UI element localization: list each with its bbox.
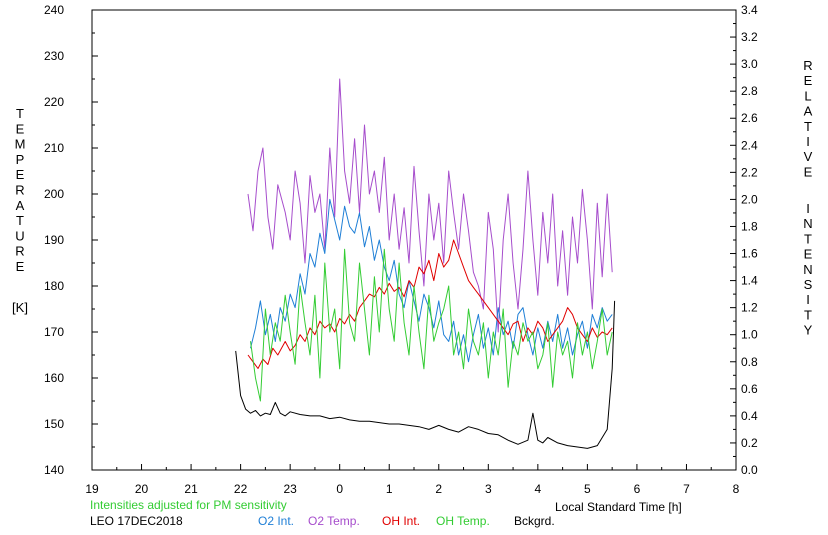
right-axis-label-letter: I [806, 134, 810, 149]
left-axis-label-letter: E [16, 121, 25, 136]
right-axis-label-letter: E [804, 247, 813, 262]
left-axis-label-letter: E [16, 259, 25, 274]
right-axis-label-letter: V [804, 149, 813, 164]
legend-oh-int: OH Int. [382, 514, 421, 528]
left-axis-label-letter: M [15, 137, 26, 152]
right-tick-label: 3.2 [741, 30, 758, 44]
right-tick-label: 0.0 [741, 463, 758, 477]
right-tick-label: 2.0 [741, 192, 758, 206]
left-tick-label: 160 [44, 371, 64, 385]
station-label: LEO 17DEC2018 [90, 514, 183, 528]
right-tick-label: 2.8 [741, 84, 758, 98]
right-axis-label-letter: L [804, 88, 811, 103]
right-tick-label: 1.8 [741, 219, 758, 233]
right-axis-label-letter: S [804, 277, 813, 292]
series-line-bckgrd [235, 300, 616, 449]
left-axis-tick-labels: 140 150 160 170 180 190 200 210 220 230 240 [44, 3, 64, 477]
left-tick-label: 230 [44, 49, 64, 63]
left-tick-label: 210 [44, 141, 64, 155]
left-axis-label-letter: E [16, 167, 25, 182]
left-axis-label-letter: P [16, 152, 25, 167]
series-line-oh-temp [250, 248, 613, 402]
right-axis-label-letter: I [806, 292, 810, 307]
x-tick-label: 8 [733, 482, 740, 496]
right-axis-label-letter: N [803, 216, 812, 231]
x-tick-label: 0 [336, 482, 343, 496]
right-axis-label-letter: T [804, 307, 812, 322]
right-axis-label-letter: Y [804, 323, 813, 338]
left-axis-label-letter: R [15, 244, 24, 259]
left-axis-label-letter: U [15, 228, 24, 243]
x-tick-label: 5 [584, 482, 591, 496]
right-tick-label: 1.6 [741, 247, 758, 261]
sensitivity-note: Intensities adjusted for PM sensitivity [90, 498, 287, 512]
right-tick-label: 0.4 [741, 409, 758, 423]
right-axis-tick-labels: 0.0 0.2 0.4 0.6 0.8 1.0 1.2 1.4 1.6 1.8 2.0 2.2 2.4 2… [741, 3, 758, 477]
right-tick-label: 2.6 [741, 111, 758, 125]
series-line-o2-temp [247, 78, 613, 333]
left-tick-label: 240 [44, 3, 64, 17]
right-tick-label: 0.8 [741, 355, 758, 369]
right-tick-label: 3.0 [741, 57, 758, 71]
x-tick-label: 3 [485, 482, 492, 496]
x-tick-label: 22 [234, 482, 248, 496]
x-tick-label: 23 [283, 482, 297, 496]
right-tick-label: 0.2 [741, 436, 758, 450]
left-axis-label-letter: R [15, 183, 24, 198]
left-tick-label: 140 [44, 463, 64, 477]
left-axis-label-letter: A [16, 198, 25, 213]
left-axis-unit: [K] [12, 300, 28, 315]
left-tick-label: 180 [44, 279, 64, 293]
series-group [235, 78, 616, 449]
x-axis-label: Local Standard Time [h] [555, 500, 682, 514]
right-axis-label-letter: N [803, 262, 812, 277]
legend-o2-temp: O2 Temp. [308, 514, 360, 528]
x-tick-label: 7 [683, 482, 690, 496]
right-axis-label-letter: I [806, 201, 810, 216]
x-tick-label: 2 [435, 482, 442, 496]
x-tick-label: 21 [184, 482, 198, 496]
left-axis-label-letter: T [16, 213, 24, 228]
left-tick-label: 220 [44, 95, 64, 109]
right-tick-label: 0.6 [741, 382, 758, 396]
right-axis-label-letter: T [804, 119, 812, 134]
x-tick-label: 6 [634, 482, 641, 496]
legend-o2-int: O2 Int. [258, 514, 295, 528]
left-tick-label: 170 [44, 325, 64, 339]
legend-bckgrd: Bckgrd. [514, 514, 555, 528]
right-tick-label: 1.0 [741, 328, 758, 342]
right-tick-label: 2.4 [741, 138, 758, 152]
right-tick-label: 1.2 [741, 301, 758, 315]
right-axis-label-letter: A [804, 104, 813, 119]
left-tick-label: 200 [44, 187, 64, 201]
series-line-oh-int [247, 239, 613, 369]
right-axis-label-letter: E [804, 73, 813, 88]
x-tick-label: 20 [135, 482, 149, 496]
left-tick-label: 190 [44, 233, 64, 247]
right-tick-label: 1.4 [741, 274, 758, 288]
right-axis-label-letter: R [803, 58, 812, 73]
x-tick-label: 19 [85, 482, 99, 496]
right-axis-label-letter: E [804, 164, 813, 179]
plot-area [91, 9, 737, 471]
right-tick-label: 2.2 [741, 165, 758, 179]
x-tick-label: 1 [386, 482, 393, 496]
legend-oh-temp: OH Temp. [436, 514, 490, 528]
left-tick-label: 150 [44, 417, 64, 431]
x-axis-tick-labels: 19 20 21 22 23 0 1 2 3 4 5 6 7 8 [85, 482, 739, 496]
right-axis-label-letter: T [804, 231, 812, 246]
left-axis-label-letter: T [16, 106, 24, 121]
x-tick-label: 4 [535, 482, 542, 496]
axis-ticks [91, 9, 737, 471]
right-tick-label: 3.4 [741, 3, 758, 17]
